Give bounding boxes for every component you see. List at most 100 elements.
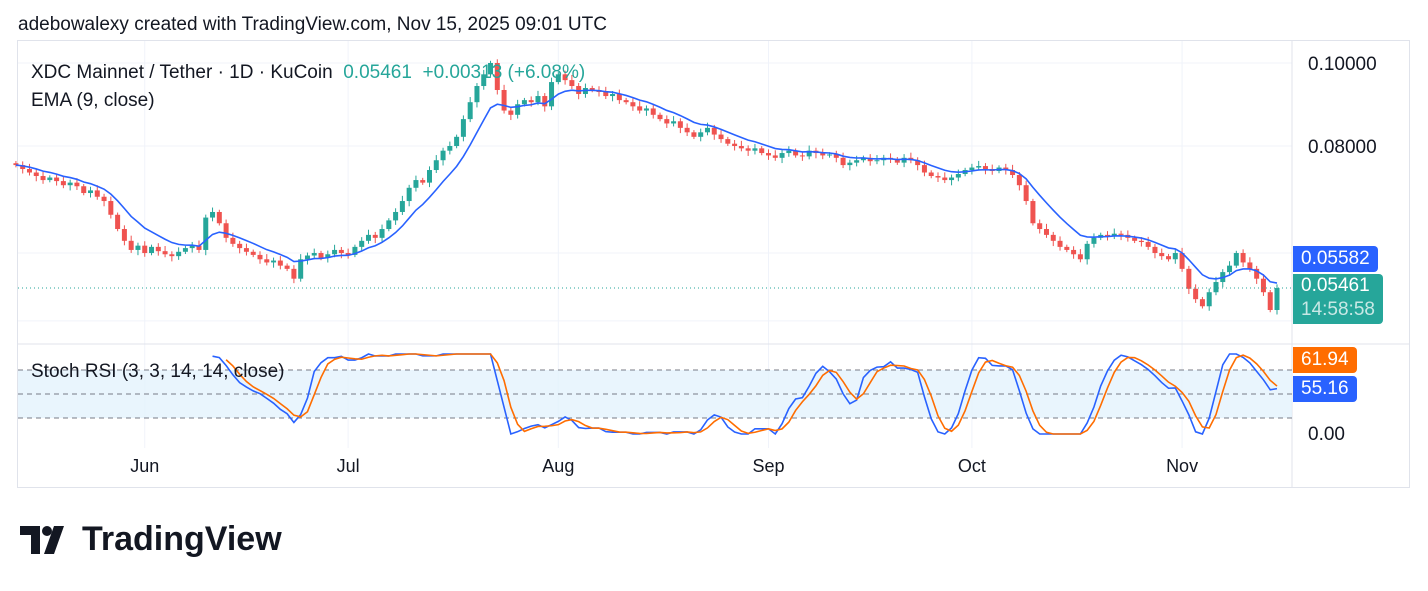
candle-down <box>1050 234 1056 241</box>
x-tick-label: Nov <box>1166 456 1198 476</box>
candle-up <box>704 127 710 133</box>
candle-down <box>169 254 175 257</box>
candle-up <box>379 229 385 238</box>
candle-down <box>657 114 663 120</box>
candle-down <box>1179 253 1185 269</box>
logo-text: TradingView <box>82 520 282 558</box>
candle-up <box>467 102 473 120</box>
candle-up <box>399 201 405 212</box>
candle-up <box>149 246 155 254</box>
candle-up <box>1227 265 1233 273</box>
candle-up <box>311 253 317 256</box>
candle-down <box>128 240 134 250</box>
candle-down <box>616 94 622 101</box>
candle-up <box>454 136 460 147</box>
candle-down <box>155 246 161 252</box>
candle-down <box>1159 253 1165 257</box>
candle-up <box>47 177 53 181</box>
price-tick-label: 0.08000 <box>1308 137 1377 158</box>
candle-down <box>1023 185 1029 202</box>
candle-up <box>203 217 209 250</box>
candle-up <box>440 150 446 161</box>
legend-stoch-rsi: Stoch RSI (3, 3, 14, 14, close) <box>31 361 285 382</box>
legend-symbol: XDC Mainnet / Tether · 1D · KuCoin 0.054… <box>31 62 585 84</box>
candle-down <box>677 121 683 128</box>
price-tick-label: 0.10000 <box>1308 54 1377 75</box>
candle-down <box>40 176 46 181</box>
candle-down <box>1064 246 1070 250</box>
candle-down <box>867 157 873 162</box>
candle-down <box>1010 170 1016 176</box>
stoch-d-line <box>225 353 1278 435</box>
candle-up <box>386 220 392 230</box>
candle-up <box>413 180 419 188</box>
candle-down <box>725 139 731 144</box>
candle-down <box>54 177 60 182</box>
candle-up <box>189 245 195 249</box>
candle-down <box>142 245 148 254</box>
candle-up <box>332 249 338 255</box>
candle-down <box>820 153 826 156</box>
candle-down <box>1118 233 1124 235</box>
candle-down <box>257 254 263 260</box>
candle-up <box>352 246 358 255</box>
ema-value-tag: 0.05582 <box>1293 246 1378 272</box>
candle-up <box>1084 243 1090 260</box>
candle-down <box>894 159 900 163</box>
candle-up <box>786 150 792 154</box>
x-tick-label: Aug <box>542 456 574 476</box>
countdown: 14:58:58 <box>1301 299 1375 320</box>
candle-up <box>535 96 541 103</box>
candle-down <box>74 182 80 187</box>
candle-up <box>176 251 182 257</box>
price-tag-value: 0.05461 <box>1301 275 1370 296</box>
candle-down <box>915 160 921 166</box>
price-change: +0.00313 (+6.08%) <box>422 62 586 83</box>
candle-down <box>569 80 575 87</box>
candle-up <box>1091 237 1097 244</box>
candle-down <box>250 251 256 255</box>
x-tick-label: Jun <box>130 456 159 476</box>
candle-down <box>718 134 724 140</box>
candle-up <box>874 160 880 162</box>
candle-up <box>365 234 371 241</box>
candle-down <box>1003 167 1009 171</box>
candle-down <box>691 132 697 137</box>
candle-down <box>237 243 243 249</box>
candle-down <box>291 268 297 279</box>
candle-up <box>779 153 785 158</box>
candle-down <box>420 180 426 183</box>
candle-down <box>338 249 344 254</box>
candle-up <box>555 74 561 83</box>
candle-down <box>528 100 534 103</box>
candle-up <box>847 162 853 166</box>
candle-down <box>1043 229 1049 235</box>
candle-down <box>108 201 114 215</box>
candle-down <box>935 176 941 178</box>
candle-up <box>88 190 93 194</box>
candle-down <box>264 259 270 263</box>
candle-down <box>1138 240 1144 243</box>
candle-down <box>928 172 934 177</box>
candle-down <box>372 234 378 238</box>
candle-down <box>1077 254 1083 260</box>
candle-down <box>1016 175 1022 186</box>
ema-line <box>15 89 1278 284</box>
candle-up <box>549 82 555 107</box>
candle-down <box>501 89 507 111</box>
x-tick-label: Sep <box>752 456 784 476</box>
candle-down <box>1071 249 1077 255</box>
candle-up <box>610 94 616 97</box>
candle-up <box>806 150 812 157</box>
candle-up <box>1274 288 1280 310</box>
candle-down <box>277 260 283 266</box>
candle-down <box>345 253 351 255</box>
candle-up <box>854 160 860 163</box>
symbol-title: XDC Mainnet / Tether · 1D · KuCoin <box>31 62 333 83</box>
stoch-tick-label: 0.00 <box>1308 424 1345 445</box>
candle-down <box>26 169 32 173</box>
tradingview-logo: TradingView <box>20 520 282 559</box>
candle-up <box>135 245 141 250</box>
candle-down <box>684 127 690 133</box>
